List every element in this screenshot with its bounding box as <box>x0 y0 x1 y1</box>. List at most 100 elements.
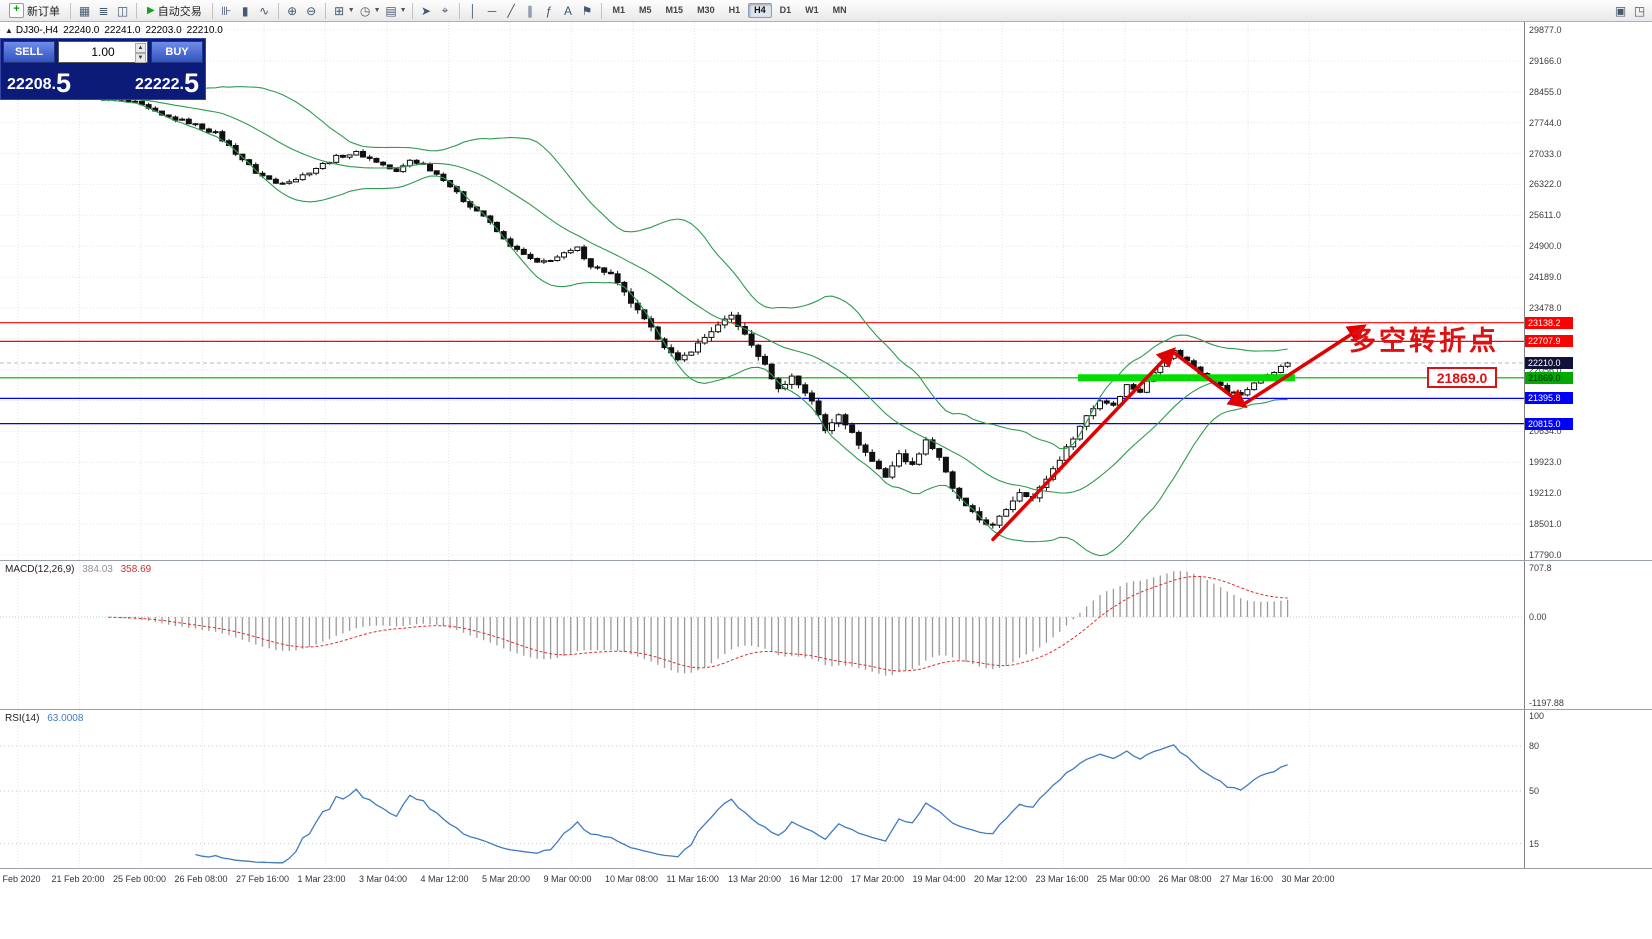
volume-down-icon[interactable]: ▼ <box>135 53 146 63</box>
bar-chart-icon[interactable]: ⊪ <box>220 3 232 18</box>
fibonacci-icon[interactable]: ƒ <box>545 3 553 18</box>
rsi-value: 63.0008 <box>47 713 84 724</box>
charts-icon[interactable]: ▦ <box>78 3 91 18</box>
ohlc-header: ▲ DJ30-,H4 22240.0 22241.0 22203.0 22210.0 <box>5 25 228 36</box>
time-axis-label: 19 Mar 04:00 <box>912 874 966 884</box>
template-icon[interactable]: ▤ <box>385 3 397 18</box>
rsi-surface <box>0 710 1524 868</box>
sell-button[interactable]: SELL <box>3 41 55 63</box>
turning-point-annotation: 多空转折点 <box>1349 326 1499 356</box>
pane-divider[interactable] <box>0 560 1652 561</box>
new-order-icon: + <box>9 3 24 18</box>
toolbar-separator <box>70 2 71 19</box>
price-axis-label: 29877.0 <box>1529 25 1562 35</box>
price-axis-label: 29166.0 <box>1529 55 1562 66</box>
rsi-pane[interactable]: RSI(14) 63.0008 <box>0 710 1524 868</box>
line-chart-icon[interactable]: ∿ <box>259 3 270 18</box>
navigator-icon[interactable]: ◫ <box>116 3 129 18</box>
price-axis-label: 26322.0 <box>1529 179 1562 190</box>
buy-button[interactable]: BUY <box>151 41 203 63</box>
timeframe-m1[interactable]: M1 <box>612 5 626 15</box>
zoom-in-icon[interactable]: ⊕ <box>287 3 298 18</box>
price-axis-label: 17790.0 <box>1529 550 1562 560</box>
time-axis-label: 21 Feb 20:00 <box>51 874 105 884</box>
price-axis-label: 19212.0 <box>1529 488 1562 499</box>
price-axis-badge: 23138.2 <box>1525 316 1573 329</box>
time-axis-label: 13 Mar 20:00 <box>728 874 782 884</box>
timeframe-m15[interactable]: M15 <box>665 5 684 15</box>
arrows-icon[interactable]: ⚑ <box>581 3 593 18</box>
timeframe-h1[interactable]: H1 <box>728 5 741 15</box>
macd-pane[interactable]: MACD(12,26,9) 384.03 358.69 <box>0 561 1524 709</box>
sell-price: 22208. 5 <box>7 70 71 97</box>
time-axis-label: 16 Mar 12:00 <box>789 874 843 884</box>
price-axis-label: 24189.0 <box>1529 272 1562 283</box>
volume-up-icon[interactable]: ▲ <box>135 43 146 53</box>
quotes-icon[interactable]: ≣ <box>98 3 109 18</box>
time-axis-label: 25 Feb 00:00 <box>113 874 167 884</box>
main-chart-surface[interactable] <box>0 22 1524 560</box>
indicators-window-icon[interactable]: ▣ <box>1614 3 1627 18</box>
price-axis-label: 25611.0 <box>1529 210 1561 221</box>
time-axis-label: 23 Mar 16:00 <box>1035 874 1089 884</box>
macd-main-value: 384.03 <box>82 564 113 575</box>
channel-icon[interactable]: ∥ <box>527 3 534 18</box>
fullscreen-icon[interactable]: ◳ <box>1633 3 1646 18</box>
candlestick-chart-icon[interactable]: ▮ <box>241 3 249 18</box>
price-axis-badge: 20815.0 <box>1525 417 1573 430</box>
price-axis-label: 27033.0 <box>1529 148 1562 159</box>
volume-input[interactable]: 1.00 ▲ ▼ <box>58 41 148 63</box>
time-axis-label: 25 Mar 00:00 <box>1097 874 1151 884</box>
price-axis-label: 15 <box>1529 838 1540 849</box>
timeframe-m5[interactable]: M5 <box>639 5 652 15</box>
timeframe-d1[interactable]: D1 <box>779 5 792 15</box>
time-axis-label: 9 Mar 00:00 <box>543 874 592 884</box>
new-chart-icon[interactable]: ⊞ <box>334 3 345 18</box>
toolbar-separator <box>211 2 213 19</box>
price-axis-label: 23478.0 <box>1529 302 1562 313</box>
horizontal-line-icon[interactable]: ─ <box>487 3 497 18</box>
price-axis-badge: 22210.0 <box>1525 357 1573 370</box>
trendline-icon[interactable]: ╱ <box>507 3 515 18</box>
high-value: 22241.0 <box>104 25 141 36</box>
timeframe-w1[interactable]: W1 <box>805 5 819 15</box>
timeframe-m30[interactable]: M30 <box>697 5 715 15</box>
timeframe-h4[interactable]: H4 <box>748 3 772 18</box>
dropdown-caret-icon[interactable]: ▼ <box>347 7 355 14</box>
time-axis-label: 4 Mar 12:00 <box>420 874 469 884</box>
autotrading-button[interactable]: ▶ 自动交易 <box>147 5 202 18</box>
toolbar-separator <box>324 2 326 19</box>
play-icon: ▶ <box>147 5 155 16</box>
close-value: 22210.0 <box>186 25 223 36</box>
one-click-trading-panel: SELL 1.00 ▲ ▼ BUY 22208. 5 22222. 5 <box>0 38 206 100</box>
text-icon[interactable]: A <box>564 3 573 18</box>
low-value: 22203.0 <box>145 25 182 36</box>
price-axis-label: 707.8 <box>1529 563 1552 573</box>
dropdown-caret-icon[interactable]: ▼ <box>399 7 407 14</box>
crosshair-icon[interactable]: ⌖ <box>441 3 449 17</box>
price-axis-label: 18501.0 <box>1529 519 1562 530</box>
pane-divider[interactable] <box>0 709 1652 710</box>
rsi-label: RSI(14) 63.0008 <box>5 713 83 724</box>
panel-collapse-icon[interactable]: ▲ <box>5 26 13 35</box>
time-axis-label: 26 Mar 08:00 <box>1158 874 1212 884</box>
new-order-button[interactable]: + 新订单 <box>3 1 66 21</box>
period-icon[interactable]: ◷ <box>359 3 371 18</box>
dropdown-caret-icon[interactable]: ▼ <box>373 7 381 14</box>
time-axis-label: 1 Mar 23:00 <box>297 874 346 884</box>
zoom-out-icon[interactable]: ⊖ <box>306 3 317 18</box>
cursor-icon[interactable]: ➤ <box>420 3 432 18</box>
time-axis-label: 26 Feb 08:00 <box>174 874 228 884</box>
time-axis-label: 3 Mar 04:00 <box>359 874 408 884</box>
price-axis[interactable]: 29877.0 29166.0 28455.0 27744.0 27033.0 26322… <box>1524 22 1651 869</box>
time-axis[interactable]: 20 Feb 2020 21 Feb 20:00 25 Feb 00:00 26 Fe… <box>0 869 1524 893</box>
time-axis-label: 20 Mar 12:00 <box>974 874 1028 884</box>
price-axis-label: -1197.88 <box>1529 698 1564 708</box>
vertical-line-icon[interactable]: │ <box>469 3 477 18</box>
price-axis-label: 100 <box>1529 711 1545 721</box>
time-axis-label: 20 Feb 2020 <box>0 874 41 884</box>
main-chart-pane[interactable]: ▲ DJ30-,H4 22240.0 22241.0 22203.0 22210.0 SE… <box>0 22 1524 560</box>
timeframe-mn[interactable]: MN <box>832 5 847 15</box>
symbol-period-label: DJ30-,H4 <box>15 25 59 36</box>
